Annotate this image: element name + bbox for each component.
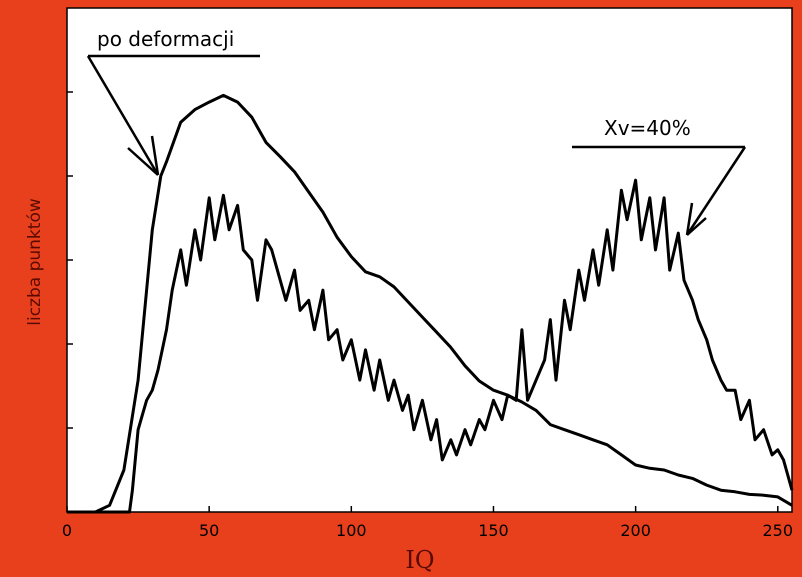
x-tick-label: 200 <box>620 521 651 540</box>
x-tick-label: 150 <box>478 521 509 540</box>
arrow-head <box>686 217 707 236</box>
series-annotation: Xv=40% <box>604 116 691 140</box>
annotation-arrow <box>86 55 160 176</box>
x-tick-label: 250 <box>763 521 794 540</box>
arrow-head <box>150 135 160 176</box>
x-tick-label: 50 <box>199 521 219 540</box>
arrow-head <box>685 202 694 236</box>
y-axis-label: liczba punktów <box>25 198 45 326</box>
x-tick-label: 100 <box>336 521 367 540</box>
arrow-head <box>127 147 159 176</box>
annotation-arrow <box>685 146 747 236</box>
series-annotation: po deformacji <box>97 27 234 51</box>
series-line <box>67 178 794 514</box>
series-line <box>67 93 793 514</box>
x-tick-label: 0 <box>62 521 72 540</box>
x-axis-label: IQ <box>405 546 434 574</box>
